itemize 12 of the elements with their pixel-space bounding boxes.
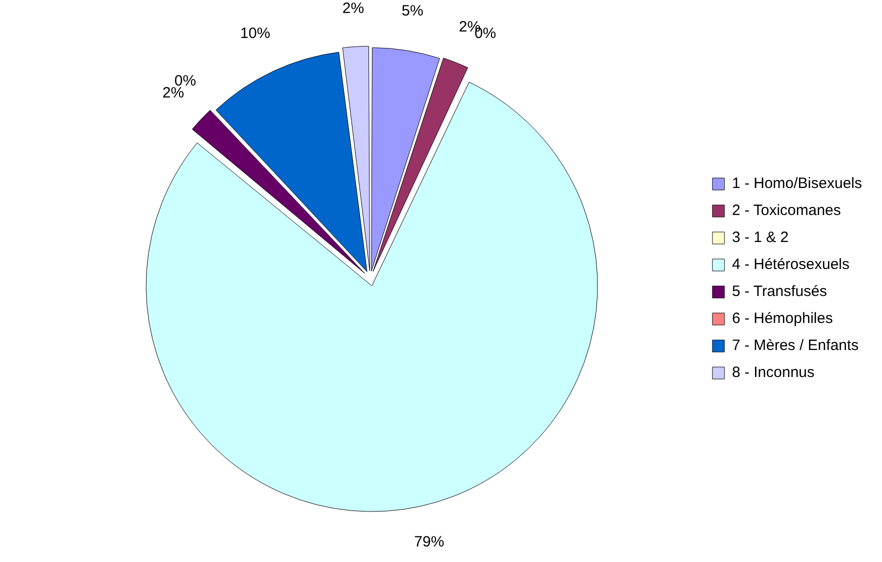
data-label: 79%: [414, 533, 444, 550]
legend-label: 7 - Mères / Enfants: [732, 337, 859, 354]
legend-label: 2 - Toxicomanes: [732, 202, 841, 220]
data-label: 2%: [342, 0, 364, 17]
data-label: 10%: [240, 25, 270, 42]
data-label: 5%: [402, 2, 424, 20]
legend-label: 4 - Hétérosexuels: [732, 256, 850, 274]
legend-label: 5 - Transfusés: [732, 283, 827, 300]
legend-label: 3 - 1 & 2: [732, 229, 789, 246]
legend-label: 8 - Inconnus: [732, 364, 815, 382]
legend-label: 1 - Homo/Bisexuels: [732, 175, 862, 192]
legend-label: 6 - Hémophiles: [732, 310, 833, 328]
